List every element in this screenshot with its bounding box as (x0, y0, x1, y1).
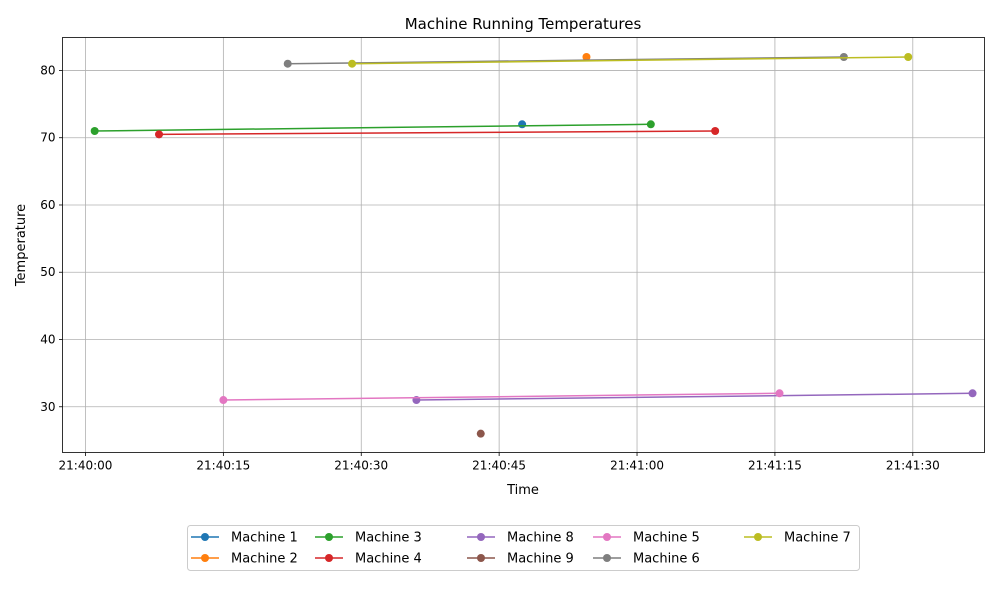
data-point (219, 396, 228, 405)
series-line (223, 392, 780, 401)
data-point (711, 126, 720, 135)
legend-item: Machine 9 (467, 552, 574, 567)
legend-box (187, 525, 860, 571)
legend-marker (754, 533, 762, 541)
legend-label: Machine 5 (633, 531, 700, 546)
series-line (287, 56, 844, 65)
series-machine-5 (219, 389, 784, 405)
x-tick-label: 21:40:00 (59, 459, 113, 473)
series-machine-9 (476, 429, 485, 438)
legend-label: Machine 8 (507, 531, 574, 546)
series-layer (90, 53, 977, 438)
y-tick-label: 40 (40, 333, 55, 347)
data-point (646, 120, 655, 129)
data-point (518, 120, 527, 129)
legend-label: Machine 6 (633, 552, 700, 567)
y-axis-label: Temperature (14, 204, 29, 287)
y-tick-label: 80 (40, 63, 55, 77)
legend-item: Machine 2 (191, 552, 298, 567)
data-point (348, 59, 357, 68)
legend-label: Machine 7 (784, 531, 851, 546)
legend-item: Machine 8 (467, 531, 574, 546)
series-line (159, 130, 716, 136)
chart-title: Machine Running Temperatures (405, 15, 642, 33)
data-point (283, 59, 292, 68)
series-line (352, 56, 909, 65)
x-tick-label: 21:41:15 (748, 459, 802, 473)
legend-marker (325, 554, 333, 562)
series-machine-6 (283, 53, 848, 68)
series-machine-4 (155, 126, 720, 139)
series-machine-3 (90, 120, 655, 135)
legend-item: Machine 4 (315, 552, 422, 567)
data-point (839, 53, 848, 62)
x-tick-label: 21:40:45 (472, 459, 526, 473)
y-tick-label: 70 (40, 131, 55, 145)
series-machine-7 (348, 53, 913, 68)
data-point (968, 389, 977, 398)
x-tick-label: 21:41:00 (610, 459, 664, 473)
legend-label: Machine 4 (355, 552, 422, 567)
data-point (90, 126, 99, 135)
legend-label: Machine 9 (507, 552, 574, 567)
y-tick-label: 30 (40, 400, 55, 414)
legend-marker (603, 554, 611, 562)
x-axis-label: Time (506, 483, 539, 498)
legend-marker (201, 554, 209, 562)
y-tick-label: 60 (40, 198, 55, 212)
legend-item: Machine 7 (744, 531, 851, 546)
x-tick-label: 21:40:30 (334, 459, 388, 473)
data-point (476, 429, 485, 438)
series-machine-2 (582, 53, 591, 62)
data-point (775, 389, 784, 398)
x-tick-label: 21:41:30 (886, 459, 940, 473)
legend-label: Machine 1 (231, 531, 298, 546)
legend-item: Machine 3 (315, 531, 422, 546)
data-point (582, 53, 591, 62)
legend-item: Machine 5 (593, 531, 700, 546)
series-line (416, 392, 973, 401)
y-axis-ticks: 30 40 50 60 70 80 (40, 63, 63, 414)
legend-item: Machine 6 (593, 552, 700, 567)
series-line (94, 123, 651, 132)
x-axis-ticks: 21:40:00 21:40:15 21:40:30 21:40:45 21:41:00… (59, 452, 940, 473)
legend-item: Machine 1 (191, 531, 298, 546)
legend-marker (477, 533, 485, 541)
legend-marker (603, 533, 611, 541)
plot-frame (62, 37, 985, 453)
legend-marker (201, 533, 209, 541)
legend-marker (477, 554, 485, 562)
series-machine-1 (518, 120, 527, 129)
data-point (155, 130, 164, 139)
y-tick-label: 50 (40, 265, 55, 279)
legend-marker (325, 533, 333, 541)
legend-label: Machine 2 (231, 552, 298, 567)
legend-label: Machine 3 (355, 531, 422, 546)
data-point (904, 53, 913, 62)
legend: Machine 1 Machine 2 Machine 3 Machine 4 Mach… (187, 525, 860, 571)
x-tick-label: 21:40:15 (196, 459, 250, 473)
grid-lines (62, 37, 985, 453)
